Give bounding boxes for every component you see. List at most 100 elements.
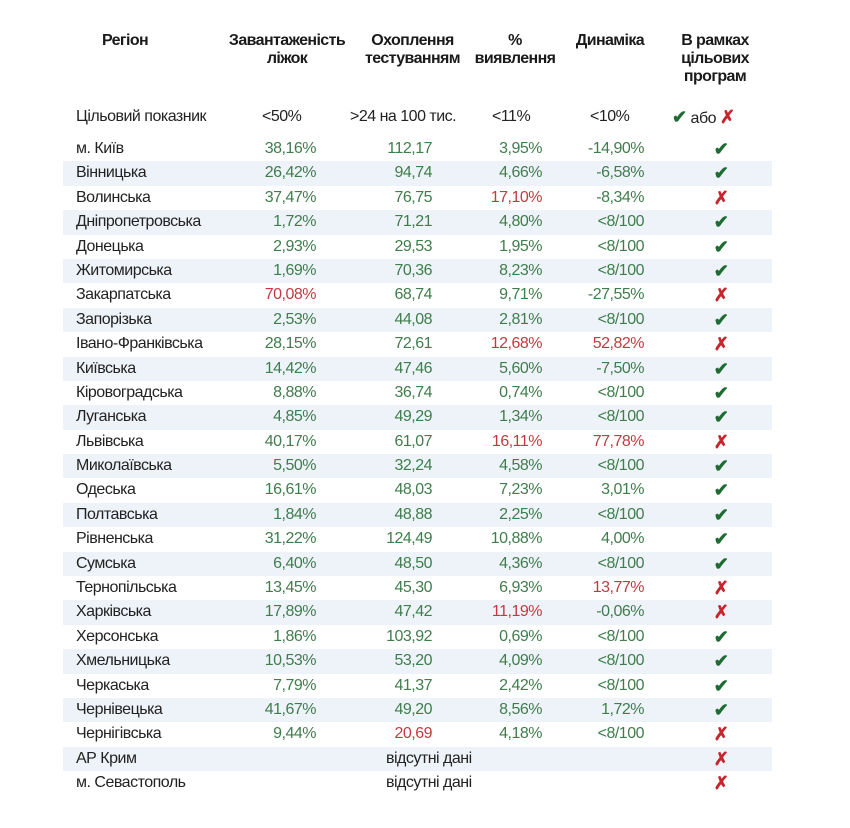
dynamics-value: <8/100 <box>597 652 645 670</box>
cross-icon: ✗ <box>713 748 729 769</box>
region-name: Івано-Франківська <box>76 335 203 353</box>
cross-icon: ✗ <box>719 107 735 127</box>
dynamics-value: 4,00% <box>601 530 644 548</box>
beds-value: 10,53% <box>264 652 317 670</box>
dynamics-value: -14,90% <box>587 140 645 157</box>
region-name: Тернопільська <box>76 579 177 597</box>
dynamics-value: <8/100 <box>597 554 645 572</box>
testing-value: 32,24 <box>394 457 432 475</box>
testing-value: 103,92 <box>386 627 432 645</box>
check-icon: ✔ <box>713 626 729 647</box>
region-name: Вінницька <box>76 164 147 182</box>
dynamics-value: <8/100 <box>597 505 645 523</box>
check-icon: ✔ <box>713 236 729 257</box>
testing-value: 68,74 <box>394 286 432 304</box>
cross-icon: ✗ <box>713 724 729 745</box>
check-icon: ✔ <box>713 675 729 696</box>
beds-value: 1,84% <box>273 505 316 523</box>
target-dynamics: <10% <box>590 108 630 125</box>
testing-value: 76,75 <box>394 188 432 206</box>
table-row: Сумська 6,40% 48,50 4,36% <8/100 ✔ <box>63 551 772 577</box>
beds-value: 7,79% <box>273 676 316 694</box>
testing-value: 29,53 <box>394 237 432 255</box>
check-icon: ✔ <box>713 407 729 428</box>
dynamics-value: -0,06% <box>596 603 644 621</box>
dynamics-value: -7,50% <box>596 359 644 377</box>
target-legend: ✔ або ✗ <box>672 105 735 129</box>
region-name: Чернігівська <box>76 725 162 743</box>
detection-value: 11,19% <box>491 603 543 621</box>
dynamics-value: <8/100 <box>597 261 645 279</box>
dynamics-value: -6,58% <box>596 164 644 182</box>
beds-value: 4,85% <box>273 408 316 426</box>
testing-value: 112,17 <box>387 140 432 157</box>
dynamics-value: 52,82% <box>592 335 645 353</box>
region-name: Житомирська <box>76 261 172 279</box>
dynamics-value: <8/100 <box>597 676 645 694</box>
table-row: Волинська 37,47% 76,75 17,10% -8,34% ✗ <box>63 186 772 210</box>
table-row: м. Київ 38,16% 112,17 3,95% -14,90% ✔ <box>63 137 772 161</box>
target-label: Цільовий показник <box>76 108 207 125</box>
detection-value: 4,18% <box>499 725 542 743</box>
testing-value: 71,21 <box>394 213 432 231</box>
no-data-text: відсутні дані <box>386 774 472 792</box>
region-name: Кіровоградська <box>76 383 183 401</box>
table-row: Хмельницька 10,53% 53,20 4,09% <8/100 ✔ <box>63 649 772 674</box>
check-icon: ✔ <box>713 651 729 672</box>
region-name: Черкаська <box>76 676 149 694</box>
cross-icon: ✗ <box>713 285 729 306</box>
check-icon: ✔ <box>713 504 729 525</box>
detection-value: 2,42% <box>499 676 542 694</box>
beds-value: 5,50% <box>273 457 316 475</box>
detection-value: 6,93% <box>499 579 542 597</box>
region-name: Донецька <box>76 237 144 255</box>
check-icon: ✔ <box>713 358 729 379</box>
beds-value: 17,89% <box>264 603 317 621</box>
testing-value: 94,74 <box>394 164 432 182</box>
table-row: Херсонська 1,86% 103,92 0,69% <8/100 ✔ <box>63 625 772 649</box>
table-row: Полтавська 1,84% 48,88 2,25% <8/100 ✔ <box>63 502 772 528</box>
beds-value: 13,45% <box>264 579 317 597</box>
table-row: Вінницька 26,42% 94,74 4,66% -6,58% ✔ <box>63 161 772 186</box>
testing-value: 48,03 <box>394 481 432 499</box>
check-icon: ✔ <box>713 260 729 281</box>
table-row: Рівненська 31,22% 124,49 10,88% 4,00% ✔ <box>63 527 772 551</box>
dynamics-value: -27,55% <box>587 286 645 304</box>
region-name: Чернівецька <box>76 700 163 718</box>
detection-value: 1,95% <box>499 237 542 255</box>
beds-value: 1,72% <box>273 213 316 231</box>
check-icon: ✔ <box>713 139 729 159</box>
testing-value: 45,30 <box>394 579 432 597</box>
table-row: Дніпропетровська 1,72% 71,21 4,80% <8/100 ✔ <box>63 210 772 235</box>
dynamics-value: <8/100 <box>597 310 645 328</box>
table-row: Харківська 17,89% 47,42 11,19% -0,06% ✗ <box>63 600 772 625</box>
testing-value: 49,20 <box>394 700 432 718</box>
dynamics-value: <8/100 <box>597 627 645 645</box>
detection-value: 8,56% <box>499 700 542 718</box>
cross-icon: ✗ <box>713 334 729 355</box>
table-row: Запорізька 2,53% 44,08 2,81% <8/100 ✔ <box>63 307 772 333</box>
region-name: Закарпатська <box>76 286 171 304</box>
table-row: Львівська 40,17% 61,07 16,11% 77,78% ✗ <box>63 430 772 454</box>
dynamics-value: <8/100 <box>597 457 645 475</box>
region-name: Дніпропетровська <box>76 213 201 231</box>
testing-value: 20,69 <box>394 725 432 743</box>
testing-value: 72,61 <box>394 335 432 353</box>
cross-icon: ✗ <box>713 602 729 623</box>
region-name: Миколаївська <box>76 457 172 475</box>
target-testing: >24 на 100 тис. <box>350 108 457 125</box>
detection-value: 9,71% <box>499 286 542 304</box>
region-name: Херсонська <box>76 627 158 645</box>
beds-value: 2,93% <box>273 237 316 255</box>
table-row: АР Крим відсутні дані ✗ <box>63 746 772 772</box>
detection-value: 5,60% <box>499 359 542 377</box>
dynamics-value: <8/100 <box>597 383 645 401</box>
region-name: Луганська <box>76 408 146 426</box>
dynamics-value: 1,72% <box>601 700 644 718</box>
detection-value: 4,58% <box>499 457 542 475</box>
beds-value: 6,40% <box>273 554 316 572</box>
table-row: Одеська 16,61% 48,03 7,23% 3,01% ✔ <box>63 478 772 502</box>
testing-value: 47,42 <box>394 603 432 621</box>
beds-value: 9,44% <box>273 725 316 743</box>
table-row: Чернівецька 41,67% 49,20 8,56% 1,72% ✔ <box>63 697 772 723</box>
